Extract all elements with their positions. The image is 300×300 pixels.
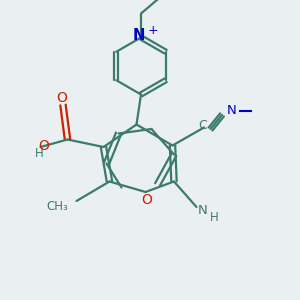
Text: O: O [56, 92, 67, 105]
Text: C: C [198, 118, 207, 132]
Text: O: O [38, 139, 49, 152]
Text: N: N [132, 28, 145, 43]
Text: CH₃: CH₃ [46, 200, 68, 213]
Text: +: + [148, 24, 158, 38]
Text: H: H [34, 147, 43, 160]
Text: N: N [227, 103, 237, 117]
Text: H: H [210, 211, 219, 224]
Text: O: O [142, 193, 152, 206]
Text: N: N [198, 203, 208, 217]
